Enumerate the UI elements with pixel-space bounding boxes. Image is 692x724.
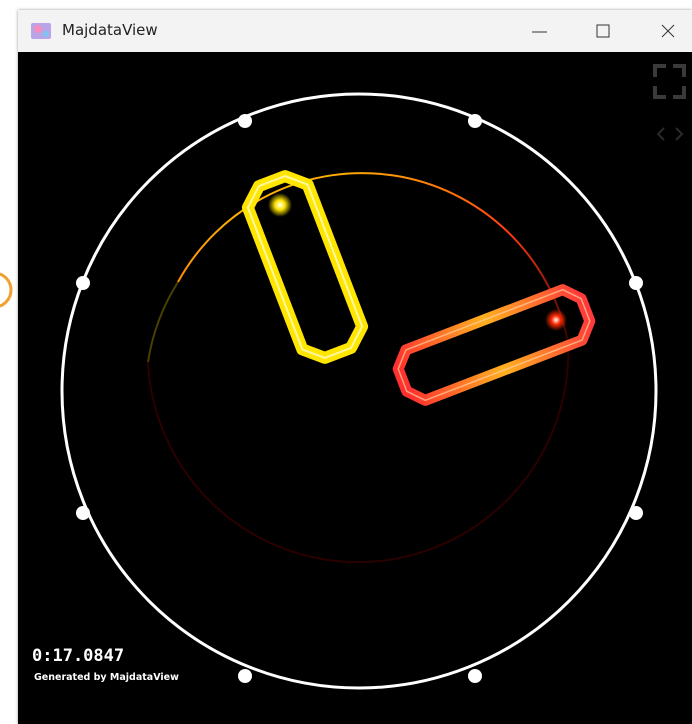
- title-bar: MajdataView: [18, 10, 692, 52]
- timer: 0:17.0847: [32, 646, 124, 666]
- slide-arc: [178, 173, 568, 342]
- app-icon: [31, 23, 51, 39]
- nav-buttons[interactable]: [658, 128, 682, 140]
- sensor-dots: [76, 114, 643, 683]
- page: {"window": {"title": "MajdataView"}, "ov…: [0, 0, 692, 724]
- close-button[interactable]: [662, 25, 674, 37]
- note-glow: [268, 193, 292, 217]
- note-glow: [545, 309, 567, 331]
- app-window: MajdataView: [18, 10, 692, 724]
- slide-arc-faded: [148, 282, 178, 362]
- maximize-button[interactable]: [597, 25, 609, 37]
- window-title: MajdataView: [62, 21, 158, 39]
- game-stage: [18, 52, 692, 724]
- credit: Generated by MajdataView: [34, 672, 179, 683]
- backdrop-decor: [0, 0, 20, 724]
- fullscreen-button[interactable]: [655, 66, 684, 97]
